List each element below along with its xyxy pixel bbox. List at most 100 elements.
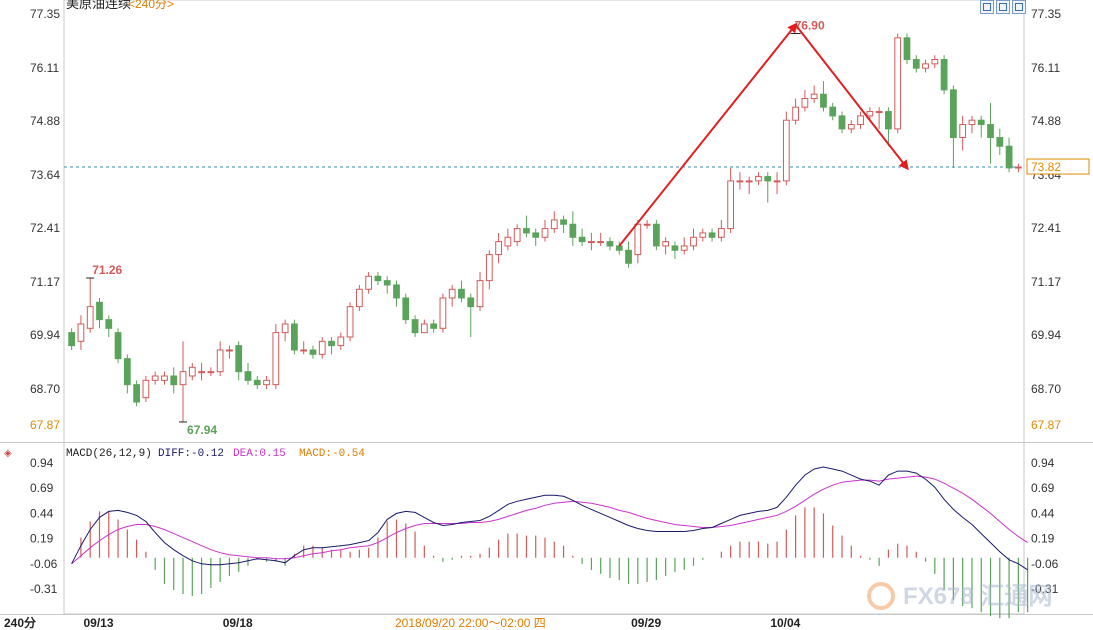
candle-up [504, 236, 512, 247]
y-tick-right: 76.11 [1031, 61, 1060, 75]
candle-up [541, 228, 549, 238]
candle-up [346, 306, 354, 338]
candle-down [606, 241, 614, 247]
candle-up [513, 228, 521, 243]
candle-down [625, 249, 632, 264]
y-tick-left: 68.70 [30, 382, 60, 396]
candle-down [1005, 145, 1013, 169]
candle-up [643, 223, 651, 226]
low-marker-label: 67.94 [187, 423, 217, 437]
candle-down [829, 106, 837, 117]
candle-down [68, 332, 76, 347]
zoom-in-icon [983, 3, 991, 11]
candle-down [977, 119, 985, 126]
candle-up [226, 349, 233, 352]
macd-y-tick-left: -0.31 [30, 582, 58, 596]
candle-up [365, 275, 373, 290]
candle-up [263, 379, 270, 386]
candle-up [1014, 166, 1022, 169]
chart-title: 美原油连续 [66, 0, 131, 11]
y-tick-left: 71.17 [30, 275, 60, 289]
macd-y-tick-right: 0.69 [1031, 481, 1055, 495]
candle-down [578, 236, 586, 243]
candle-down [615, 245, 623, 251]
candle-up [866, 111, 874, 117]
candle-up [588, 241, 595, 244]
candle-down [532, 232, 540, 238]
candle-up [597, 241, 605, 244]
y-tick-right: 69.94 [1031, 328, 1061, 342]
candle-down [560, 219, 567, 225]
candle-down [523, 228, 530, 234]
candle-down [96, 301, 103, 321]
candle-down [467, 297, 475, 308]
candle-up [337, 336, 345, 347]
macd-y-tick-right: 0.19 [1031, 532, 1055, 546]
macd-y-tick-left: -0.06 [30, 557, 58, 571]
candle-down [253, 379, 261, 386]
macd-value-label: MACD:-0.54 [299, 448, 365, 460]
candle-up [207, 371, 215, 374]
macd-settings-icon: ◈ [4, 448, 12, 459]
candle-up [801, 98, 809, 108]
candle-up [161, 375, 168, 381]
candle-down [764, 176, 772, 182]
candle-down [383, 280, 391, 286]
macd-y-tick-right: 0.44 [1031, 506, 1055, 520]
zoom-out-button[interactable] [996, 0, 1010, 14]
candle-up [680, 245, 688, 251]
candle-down [328, 340, 335, 347]
zoom-in-button[interactable] [980, 0, 994, 14]
candle-up [810, 93, 818, 100]
candle-up [727, 180, 735, 230]
candle-down [170, 375, 178, 386]
candle-up [355, 288, 363, 308]
high-annotation-label: 71.26 [92, 263, 122, 277]
candle-up [485, 254, 493, 282]
macd-dea-label: DEA:0.15 [233, 448, 286, 460]
macd-y-tick-left: 0.44 [30, 506, 54, 520]
candle-up [281, 323, 289, 334]
candle-up [847, 124, 855, 130]
macd-y-tick-right: -0.06 [1031, 557, 1059, 571]
diff-line [71, 466, 1028, 571]
x-tick-label: 09/13 [83, 616, 113, 630]
candle-down [903, 37, 911, 61]
candle-down [820, 93, 827, 108]
y-tick-left: 69.94 [30, 328, 60, 342]
macd-y-tick-right: -0.31 [1031, 582, 1059, 596]
scroll-right-button[interactable] [1012, 0, 1026, 14]
candle-up [439, 297, 447, 329]
x-tick-label: 09/18 [223, 616, 253, 630]
candle-up [198, 371, 205, 374]
macd-label: MACD(26,12,9) [66, 448, 152, 460]
candle-up [550, 219, 558, 230]
watermark: FX678 汇通网 [867, 582, 1052, 610]
candle-up [188, 366, 196, 377]
y-tick-right: 72.41 [1031, 221, 1061, 235]
candle-down [458, 288, 465, 299]
macd-y-tick-left: 0.69 [30, 481, 54, 495]
y-tick-right: 67.87 [1031, 418, 1061, 432]
candle-up [717, 228, 725, 238]
candle-down [123, 358, 131, 386]
y-tick-right: 74.88 [1031, 114, 1061, 128]
candle-down [133, 384, 140, 403]
last-price-label: 73.82 [1031, 160, 1061, 174]
macd-diff-label: DIFF:-0.12 [158, 448, 224, 460]
candle-down [996, 137, 1004, 147]
candle-up [272, 332, 280, 386]
candle-up [420, 323, 428, 334]
candle-up [857, 115, 864, 126]
candle-up [634, 223, 642, 256]
toolbar [980, 0, 1030, 15]
candle-up [968, 119, 976, 126]
high-marker-label: 76.90 [795, 19, 825, 33]
zoom-out-icon [999, 3, 1007, 11]
candle-down [912, 59, 920, 69]
candle-down [671, 245, 679, 251]
candle-up [142, 379, 150, 399]
candle-up [699, 232, 707, 238]
candle-up [792, 106, 799, 121]
chart-period-label: <240分> [128, 0, 174, 11]
